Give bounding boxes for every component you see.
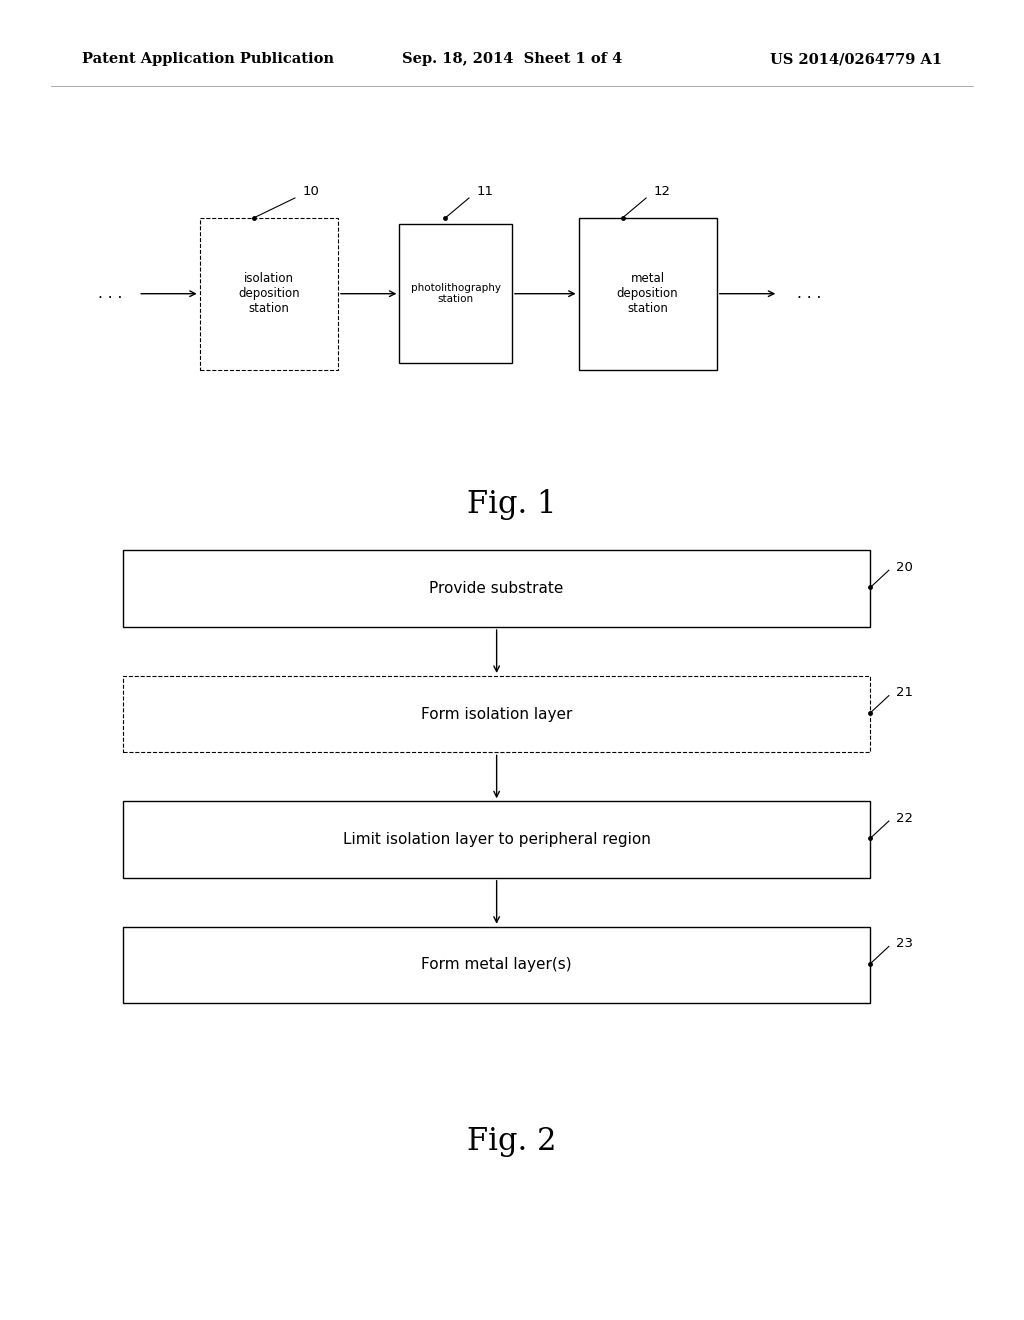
Text: 10: 10 bbox=[302, 185, 318, 198]
FancyBboxPatch shape bbox=[200, 218, 338, 370]
FancyBboxPatch shape bbox=[579, 218, 717, 370]
Text: Fig. 1: Fig. 1 bbox=[467, 488, 557, 520]
Text: Form isolation layer: Form isolation layer bbox=[421, 706, 572, 722]
Text: metal
deposition
station: metal deposition station bbox=[616, 272, 679, 315]
Text: 20: 20 bbox=[896, 561, 912, 574]
Text: 11: 11 bbox=[476, 185, 494, 198]
Text: Form metal layer(s): Form metal layer(s) bbox=[421, 957, 572, 973]
FancyBboxPatch shape bbox=[123, 676, 870, 752]
Text: 22: 22 bbox=[896, 812, 913, 825]
Text: . . .: . . . bbox=[797, 286, 821, 301]
FancyBboxPatch shape bbox=[123, 801, 870, 878]
Text: 23: 23 bbox=[896, 937, 913, 950]
FancyBboxPatch shape bbox=[399, 224, 512, 363]
Text: US 2014/0264779 A1: US 2014/0264779 A1 bbox=[770, 53, 942, 66]
Text: Sep. 18, 2014  Sheet 1 of 4: Sep. 18, 2014 Sheet 1 of 4 bbox=[401, 53, 623, 66]
Text: Provide substrate: Provide substrate bbox=[429, 581, 564, 597]
Text: photolithography
station: photolithography station bbox=[411, 282, 501, 305]
Text: isolation
deposition
station: isolation deposition station bbox=[238, 272, 300, 315]
Text: Patent Application Publication: Patent Application Publication bbox=[82, 53, 334, 66]
Text: . . .: . . . bbox=[98, 286, 123, 301]
FancyBboxPatch shape bbox=[123, 927, 870, 1003]
Text: Limit isolation layer to peripheral region: Limit isolation layer to peripheral regi… bbox=[343, 832, 650, 847]
Text: 21: 21 bbox=[896, 686, 913, 700]
Text: 12: 12 bbox=[653, 185, 671, 198]
FancyBboxPatch shape bbox=[123, 550, 870, 627]
Text: Fig. 2: Fig. 2 bbox=[467, 1126, 557, 1158]
